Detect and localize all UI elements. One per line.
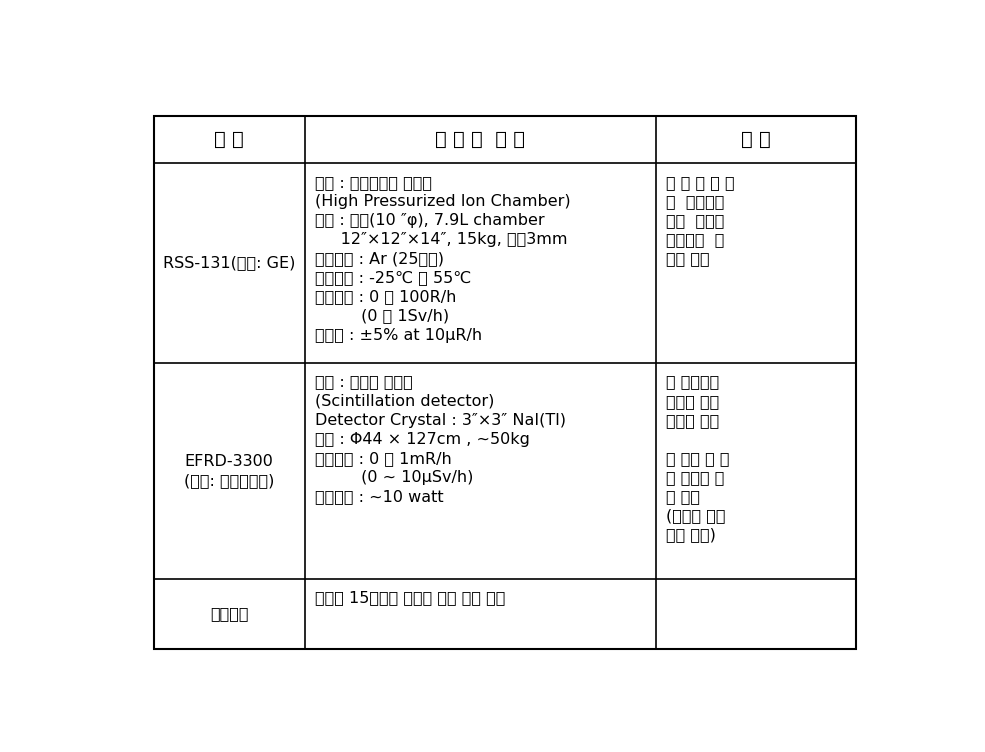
Text: 사용전력 : ~10 watt: 사용전력 : ~10 watt [314,489,443,504]
Text: Detector Crystal : 3″×3″ NaI(Tl): Detector Crystal : 3″×3″ NaI(Tl) [314,413,565,428]
Text: (Scintillation detector): (Scintillation detector) [314,393,493,408]
Text: (High Pressurized Ion Chamber): (High Pressurized Ion Chamber) [314,194,570,209]
Text: 형식 : 가압전리함 검출기: 형식 : 가압전리함 검출기 [314,174,431,190]
Text: 크기 : Φ44 × 127cm , ~50kg: 크기 : Φ44 × 127cm , ~50kg [314,432,530,447]
Text: 충진기체 : Ar (25기압): 충진기체 : Ar (25기압) [314,251,443,266]
Text: (0 ～ 1Sv/h): (0 ～ 1Sv/h) [314,308,449,323]
Text: 및  우주선등: 및 우주선등 [666,194,724,209]
Text: RSS-131(미국: GE): RSS-131(미국: GE) [163,256,296,271]
Text: － 자연 및 인: － 자연 및 인 [666,451,729,466]
Text: 지 각 방 사 선: 지 각 방 사 선 [666,174,735,190]
Text: 측정범위 : 0 ～ 1mR/h: 측정범위 : 0 ～ 1mR/h [314,451,451,466]
Text: (한국: 세트렉아이): (한국: 세트렉아이) [184,473,275,488]
Text: 트럼 생성): 트럼 생성) [666,527,716,542]
Text: (에너지 스펙: (에너지 스펙 [666,508,725,523]
Text: 분 가능: 분 가능 [666,489,699,504]
Text: (0 ~ 10μSv/h): (0 ~ 10μSv/h) [314,470,473,485]
Text: 온도범위 : -25℃ ～ 55℃: 온도범위 : -25℃ ～ 55℃ [314,270,471,285]
Text: 비 고: 비 고 [741,130,770,149]
Text: 측정주기: 측정주기 [210,606,248,621]
Text: 12″×12″×14″, 15kg, 두께3mm: 12″×12″×14″, 15kg, 두께3mm [314,232,567,247]
Text: 방사선 측정: 방사선 측정 [666,413,719,428]
Text: 주변  환경에: 주변 환경에 [666,213,724,228]
Text: EFRD-3300: EFRD-3300 [185,453,274,468]
Text: 검 출 기  특 성: 검 출 기 특 성 [435,130,525,149]
Text: 평상시 15분에서 비상시 주기 단축 가능: 평상시 15분에서 비상시 주기 단축 가능 [314,590,505,605]
Text: 모양 : 구형(10 ″φ), 7.9L chamber: 모양 : 구형(10 ″φ), 7.9L chamber [314,213,544,228]
Text: 측정범위 : 0 ～ 100R/h: 측정범위 : 0 ～ 100R/h [314,290,456,305]
Text: 제외한 환경: 제외한 환경 [666,393,719,408]
Text: 모 델: 모 델 [215,130,244,149]
Text: 사선 측정: 사선 측정 [666,251,709,266]
Text: 정확도 : ±5% at 10μR/h: 정확도 : ±5% at 10μR/h [314,328,482,343]
Text: 형식 : 섬광형 검출기: 형식 : 섬광형 검출기 [314,374,413,390]
Text: 공 방사선 구: 공 방사선 구 [666,470,724,485]
Text: － 우주선을: － 우주선을 [666,374,719,390]
Text: 존재하는  방: 존재하는 방 [666,232,724,247]
